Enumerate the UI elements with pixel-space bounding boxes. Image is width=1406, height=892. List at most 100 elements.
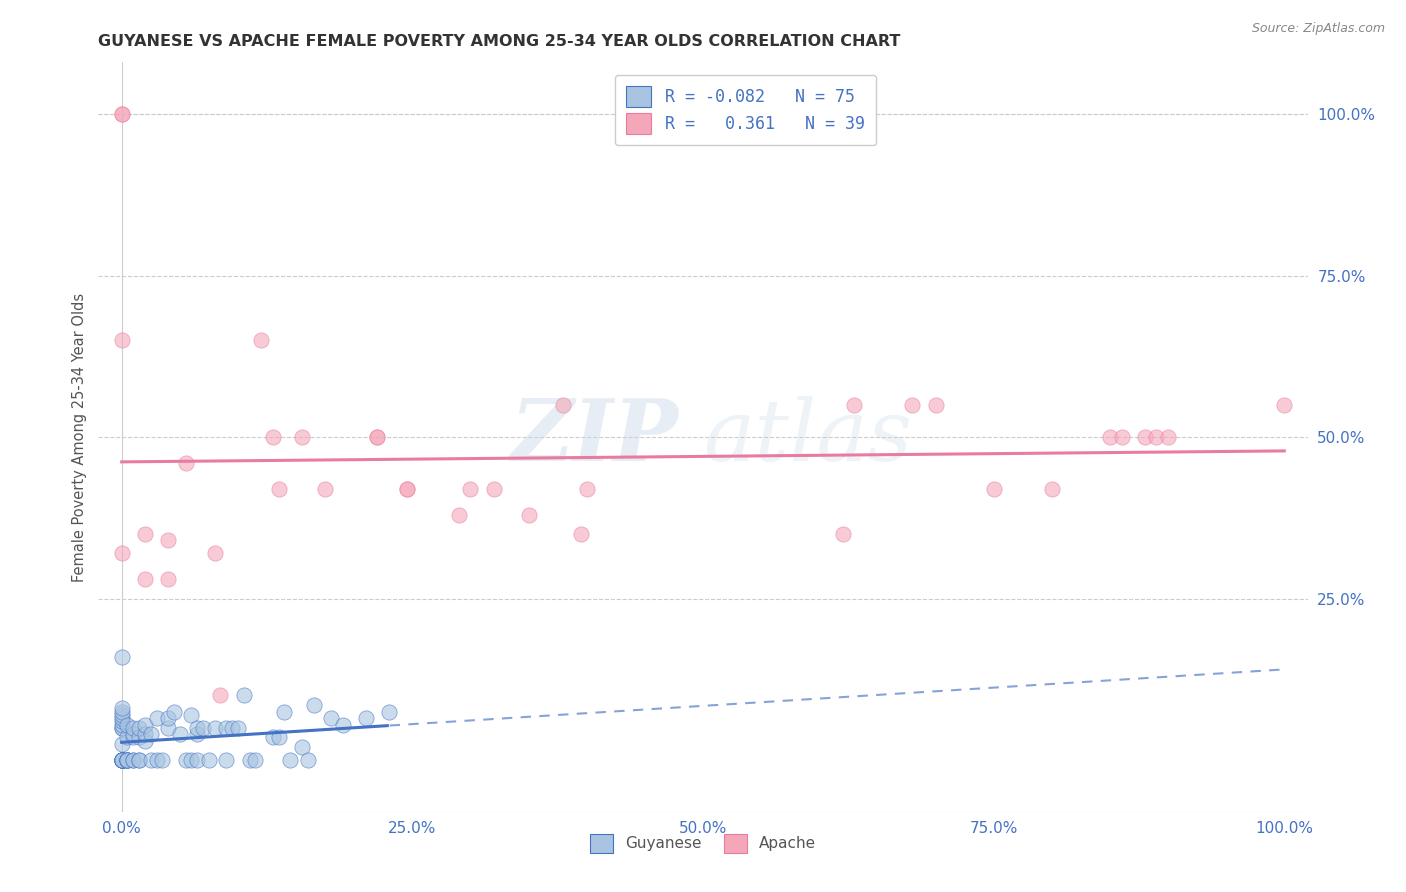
Point <box>575 482 598 496</box>
Point <box>482 482 505 496</box>
Point <box>117 753 139 767</box>
Point <box>134 733 156 747</box>
Point <box>111 753 134 767</box>
Point <box>117 731 139 745</box>
Point <box>1272 398 1295 412</box>
Point <box>111 705 134 719</box>
Point <box>111 333 134 347</box>
Point <box>157 711 180 725</box>
Point <box>139 753 162 767</box>
Point <box>122 721 145 735</box>
Point <box>134 527 156 541</box>
Point <box>267 482 290 496</box>
Point <box>174 753 197 767</box>
Point <box>297 753 319 767</box>
Point <box>267 731 290 745</box>
Point <box>139 727 162 741</box>
Point <box>186 753 208 767</box>
Point <box>204 546 226 560</box>
Point <box>302 698 325 713</box>
Y-axis label: Female Poverty Among 25-34 Year Olds: Female Poverty Among 25-34 Year Olds <box>72 293 87 582</box>
Point <box>332 717 354 731</box>
Point <box>111 753 134 767</box>
Point <box>122 753 145 767</box>
Point <box>204 721 226 735</box>
Point <box>111 711 134 725</box>
Point <box>262 731 284 745</box>
Point <box>395 482 418 496</box>
Point <box>134 572 156 586</box>
Text: Source: ZipAtlas.com: Source: ZipAtlas.com <box>1251 22 1385 36</box>
Point <box>145 711 167 725</box>
Point <box>111 107 134 121</box>
Point <box>180 707 202 722</box>
Point <box>1144 430 1167 444</box>
Point <box>117 753 139 767</box>
Point <box>983 482 1005 496</box>
Point <box>366 430 388 444</box>
Point <box>128 721 150 735</box>
Point <box>314 482 336 496</box>
Point <box>366 430 388 444</box>
Point <box>111 753 134 767</box>
Point <box>111 753 134 767</box>
Point <box>517 508 540 522</box>
Point <box>111 701 134 715</box>
Point <box>122 727 145 741</box>
Point <box>128 753 150 767</box>
Point <box>291 740 314 755</box>
Point <box>239 753 262 767</box>
Point <box>134 727 156 741</box>
Point <box>122 753 145 767</box>
Point <box>117 753 139 767</box>
Point <box>145 753 167 767</box>
Point <box>111 753 134 767</box>
Point <box>111 649 134 664</box>
Point <box>128 753 150 767</box>
Point <box>111 753 134 767</box>
Point <box>180 753 202 767</box>
Point <box>157 533 180 548</box>
Point <box>221 721 243 735</box>
Point <box>395 482 418 496</box>
Point <box>1040 482 1063 496</box>
Point <box>174 456 197 470</box>
Point <box>209 689 232 703</box>
Point <box>569 527 592 541</box>
Point <box>226 721 249 735</box>
Point <box>1157 430 1180 444</box>
Point <box>117 753 139 767</box>
Point <box>117 753 139 767</box>
Point <box>262 430 284 444</box>
Point <box>291 430 314 444</box>
Point <box>111 753 134 767</box>
Point <box>111 753 134 767</box>
Point <box>553 398 575 412</box>
Point <box>117 717 139 731</box>
Point <box>169 727 191 741</box>
Point <box>273 705 295 719</box>
Point <box>122 731 145 745</box>
Point <box>111 753 134 767</box>
Point <box>163 705 186 719</box>
Point <box>111 717 134 731</box>
Point <box>191 721 214 735</box>
Point <box>460 482 482 496</box>
Point <box>157 572 180 586</box>
Point <box>198 753 221 767</box>
Point <box>319 711 342 725</box>
Point <box>447 508 470 522</box>
Point <box>111 721 134 735</box>
Point <box>1133 430 1156 444</box>
Point <box>111 546 134 560</box>
Point <box>111 721 134 735</box>
Point <box>111 707 134 722</box>
Text: atlas: atlas <box>703 396 912 478</box>
Point <box>157 721 180 735</box>
Legend: Guyanese, Apache: Guyanese, Apache <box>582 826 824 860</box>
Point <box>354 711 377 725</box>
Text: ZIP: ZIP <box>510 395 679 479</box>
Point <box>901 398 924 412</box>
Point <box>111 753 134 767</box>
Point <box>1111 430 1133 444</box>
